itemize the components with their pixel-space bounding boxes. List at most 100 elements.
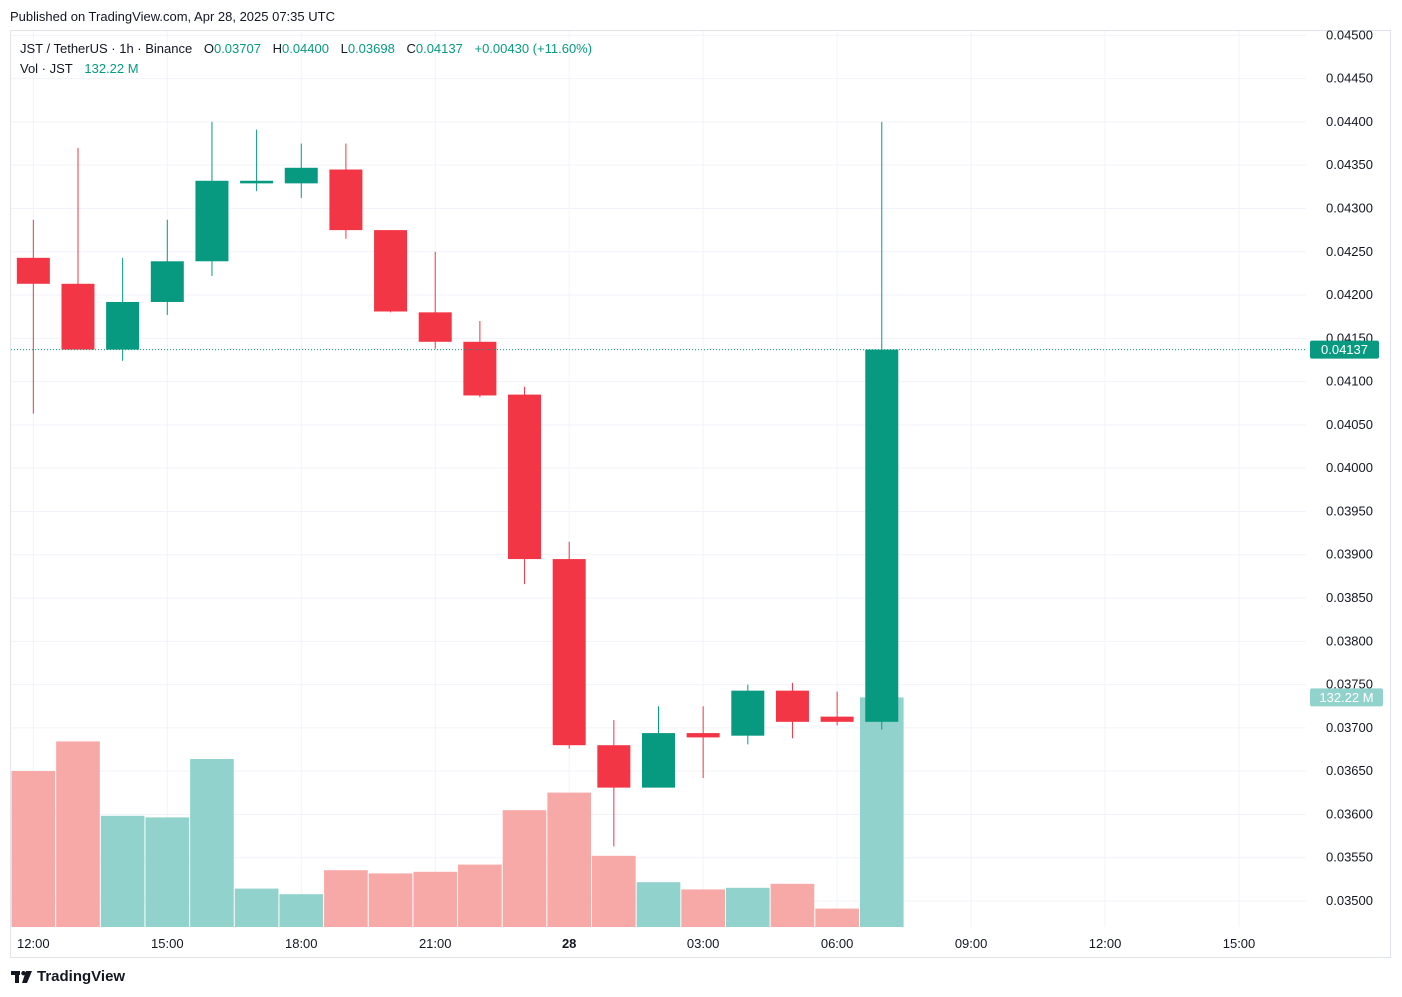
price-tick-label: 0.03800: [1326, 633, 1373, 648]
legend-high-value: 0.04400: [281, 41, 329, 56]
last-price-label: 0.04137: [1321, 342, 1368, 357]
volume-bar: [502, 810, 547, 927]
legend-volume-label[interactable]: Vol · JST: [20, 61, 73, 76]
candle-body: [150, 261, 184, 302]
tradingview-logo-text: TradingView: [37, 968, 126, 985]
price-tick-label: 0.04100: [1326, 374, 1373, 389]
price-tick-label: 0.04250: [1326, 244, 1373, 259]
volume-bar: [190, 759, 234, 927]
candle-body: [16, 257, 50, 284]
volume-bar: [547, 792, 592, 927]
volume-bar: [413, 871, 458, 927]
candle-body: [418, 312, 452, 342]
volume-bar: [279, 894, 324, 927]
legend-price-row: JST / TetherUS · 1h · Binance O0.03707 H…: [20, 39, 592, 59]
legend-open-value: 0.03707: [213, 41, 261, 56]
legend-high-label: H: [272, 41, 282, 56]
price-tick-label: 0.03700: [1326, 720, 1373, 735]
price-axis: 0.03500 0.03550 0.03600 0.03650 0.03700 0.037…: [1326, 27, 1373, 908]
markers-layer: 0.04137 132.22 M: [11, 340, 1383, 707]
price-tick-label: 0.04400: [1326, 114, 1373, 129]
volume-bar: [324, 870, 368, 927]
ohlc-legend: JST / TetherUS · 1h · Binance O0.03707 H…: [20, 39, 592, 79]
price-tick-label: 0.04050: [1326, 417, 1373, 432]
time-tick-label: 21:00: [419, 936, 452, 951]
volume-bar: [100, 815, 145, 927]
candle-body: [284, 167, 318, 184]
legend-close-value: 0.04137: [415, 41, 463, 56]
candle-body: [552, 559, 586, 746]
chart-frame[interactable]: [10, 30, 1391, 958]
candle-body: [820, 716, 854, 722]
volume-bar: [592, 855, 636, 927]
time-tick-label: 06:00: [821, 936, 854, 951]
volume-layer: [11, 697, 904, 927]
volume-bar: [770, 883, 815, 927]
price-tick-label: 0.03650: [1326, 763, 1373, 778]
legend-symbol[interactable]: JST / TetherUS · 1h · Binance: [20, 41, 193, 56]
tradingview-logo[interactable]: TradingView: [11, 968, 125, 985]
volume-bar: [56, 741, 100, 927]
candle-body: [240, 180, 274, 184]
price-tick-label: 0.04450: [1326, 71, 1373, 86]
price-tick-label: 0.04300: [1326, 200, 1373, 215]
volume-bar: [458, 864, 502, 927]
time-tick-label: 28: [562, 936, 576, 951]
time-tick-label: 15:00: [1223, 936, 1256, 951]
volume-bar: [725, 887, 770, 927]
time-tick-label: 12:00: [17, 936, 50, 951]
volume-bar: [681, 889, 725, 927]
price-tick-label: 0.03750: [1326, 677, 1373, 692]
candle-body: [61, 283, 95, 350]
volume-bar: [234, 888, 279, 927]
candle-body: [195, 180, 229, 262]
time-tick-label: 15:00: [151, 936, 184, 951]
volume-bar: [368, 873, 413, 927]
last-volume-label: 132.22 M: [1319, 690, 1373, 705]
time-tick-label: 09:00: [955, 936, 988, 951]
price-tick-label: 0.03850: [1326, 590, 1373, 605]
candle-body: [374, 230, 408, 312]
candle-body: [642, 733, 675, 788]
candle-body: [329, 169, 363, 231]
volume-bar: [636, 882, 681, 927]
volume-bar: [815, 908, 859, 927]
price-tick-label: 0.03500: [1326, 893, 1373, 908]
legend-low-label: L: [340, 41, 348, 56]
candle-body: [597, 745, 631, 788]
volume-bar: [11, 771, 56, 927]
published-caption: Published on TradingView.com, Apr 28, 20…: [10, 9, 335, 24]
candle-body: [775, 690, 809, 722]
candle-body: [463, 341, 497, 396]
time-axis: 12:00 15:00 18:00 21:00 28 03:00 06:00 09:00 12:…: [17, 936, 1255, 951]
time-tick-label: 12:00: [1089, 936, 1122, 951]
legend-volume-value: 132.22 M: [84, 61, 139, 76]
time-tick-label: 03:00: [687, 936, 720, 951]
price-tick-label: 0.04200: [1326, 287, 1373, 302]
price-tick-label: 0.03900: [1326, 547, 1373, 562]
candle-body: [106, 301, 140, 350]
volume-bar: [859, 697, 904, 927]
price-tick-label: 0.04350: [1326, 157, 1373, 172]
tradingview-logo-icon: [11, 970, 32, 983]
volume-bar: [145, 817, 190, 927]
legend-open-label: O: [203, 41, 214, 56]
legend-close-label: C: [406, 41, 416, 56]
candle-body: [686, 733, 720, 738]
legend-volume-row: Vol · JST 132.22 M: [20, 59, 592, 79]
price-tick-label: 0.04500: [1326, 27, 1373, 42]
legend-change: +0.00430 (+11.60%): [474, 41, 593, 56]
last-volume-tag: [1310, 688, 1383, 707]
candle-body: [865, 349, 899, 722]
candle-body: [508, 394, 542, 560]
price-tick-label: 0.03550: [1326, 850, 1373, 865]
legend-low-value: 0.03698: [347, 41, 395, 56]
price-tick-label: 0.03950: [1326, 503, 1373, 518]
time-tick-label: 18:00: [285, 936, 318, 951]
price-tick-label: 0.03600: [1326, 806, 1373, 821]
price-tick-label: 0.04000: [1326, 460, 1373, 475]
candle-layer: [16, 121, 899, 847]
candle-body: [731, 690, 765, 736]
last-price-tag: [1310, 340, 1379, 359]
